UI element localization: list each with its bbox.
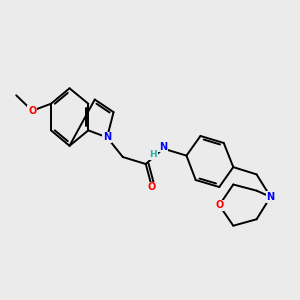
Text: O: O [28, 106, 36, 116]
Text: H: H [150, 150, 157, 159]
Text: N: N [103, 132, 111, 142]
Text: O: O [215, 200, 224, 210]
Text: N: N [266, 192, 274, 202]
Text: O: O [148, 182, 156, 192]
Text: N: N [159, 142, 167, 152]
